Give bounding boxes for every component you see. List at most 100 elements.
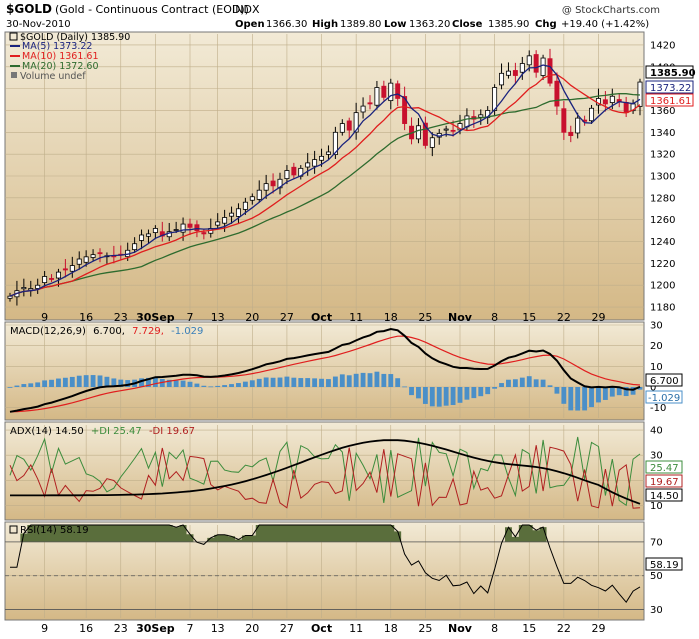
macd-histogram-bar bbox=[21, 384, 27, 387]
candle-up bbox=[312, 159, 318, 167]
candle-up bbox=[353, 112, 359, 133]
macd-histogram-bar bbox=[62, 377, 68, 387]
rsi-line bbox=[10, 524, 641, 604]
macd-histogram-bar bbox=[249, 380, 255, 387]
macd-panel bbox=[4, 321, 645, 421]
macd-histogram-bar bbox=[28, 383, 34, 387]
macd-hist-value: -1.029 bbox=[171, 326, 203, 337]
candle-up bbox=[83, 256, 89, 263]
price-close-badge-box bbox=[645, 65, 694, 79]
candle-up bbox=[499, 72, 505, 86]
x-tick-label: Nov bbox=[448, 622, 473, 635]
candle-down bbox=[270, 180, 276, 187]
y-tick-label: 10 bbox=[650, 362, 663, 373]
y-tick-label: 50 bbox=[650, 571, 663, 582]
candle-up bbox=[139, 234, 145, 241]
macd-histogram-bar bbox=[547, 385, 553, 387]
macd-histogram-bar bbox=[111, 378, 117, 387]
price-ma5-badge-box bbox=[645, 80, 694, 94]
macd-histogram-bar bbox=[49, 379, 54, 387]
macd-histogram-bar bbox=[381, 373, 387, 387]
candle-up bbox=[145, 233, 151, 237]
macd-histogram-bar bbox=[270, 377, 276, 387]
macd-signal-value: 7.729, bbox=[132, 326, 164, 337]
candle-up bbox=[256, 189, 262, 200]
macd-histogram-bar bbox=[360, 372, 366, 387]
candle-down bbox=[561, 108, 567, 133]
candle-down bbox=[346, 120, 352, 131]
macd-histogram-bar bbox=[409, 387, 414, 396]
macd-histogram-bar bbox=[319, 378, 324, 387]
volume-legend-icon bbox=[11, 72, 17, 78]
macd-histogram-bar bbox=[104, 376, 110, 387]
macd-histogram-bar bbox=[450, 387, 456, 406]
macd-histogram-bar bbox=[422, 387, 428, 404]
candle-up bbox=[332, 131, 338, 155]
candle-up bbox=[69, 265, 75, 272]
macd-legend-value: 6.700, bbox=[93, 326, 125, 337]
macd-badge: 6.700 bbox=[650, 376, 679, 387]
macd-histogram-bar bbox=[118, 379, 124, 387]
x-tick-label: 9 bbox=[41, 311, 48, 324]
macd-histogram-bar bbox=[568, 387, 574, 411]
y-tick-label: 1340 bbox=[650, 128, 675, 139]
macd-histogram-bar bbox=[229, 384, 234, 387]
macd-histogram-bar bbox=[242, 381, 248, 387]
high-label: High bbox=[312, 19, 338, 30]
candle-down bbox=[450, 129, 456, 132]
price-close-badge: 1385.90 bbox=[650, 68, 696, 79]
candle-up bbox=[305, 162, 311, 168]
x-tick-label: 16 bbox=[79, 311, 93, 324]
ma20-legend-label: MA(20) 1372.60 bbox=[22, 61, 99, 72]
x-tick-label: Nov bbox=[448, 311, 473, 324]
macd-histogram-bar bbox=[236, 383, 241, 387]
candle-up bbox=[132, 243, 138, 251]
adx-panel bbox=[4, 421, 645, 521]
macd-histogram-bar bbox=[457, 387, 463, 403]
y-tick-label: 10 bbox=[650, 501, 663, 512]
plot-layer bbox=[5, 48, 644, 610]
adx-line bbox=[10, 439, 641, 505]
adx-badge-box bbox=[645, 488, 683, 502]
candle-up bbox=[28, 288, 34, 291]
symbol-description: (Gold - Continuous Contract (EOD)) bbox=[55, 3, 249, 16]
macd-histogram-bar bbox=[35, 382, 41, 387]
candle-up bbox=[443, 128, 449, 131]
macd-histogram-bar bbox=[222, 385, 228, 387]
candle-up bbox=[360, 105, 366, 113]
ohlc-readout: Open 1366.30 High 1389.80 Low 1363.20 Cl… bbox=[235, 19, 649, 30]
macd-histogram-bar bbox=[609, 387, 615, 397]
x-tick-label: 27 bbox=[280, 311, 294, 324]
price-ma5-badge: 1373.22 bbox=[650, 83, 691, 94]
macd-histogram-bar bbox=[492, 387, 498, 389]
x-tick-label: 13 bbox=[211, 622, 225, 635]
adx-legend-label: ADX(14) 14.50 bbox=[10, 426, 84, 437]
candle-down bbox=[602, 99, 608, 105]
candle-down bbox=[512, 70, 518, 76]
y-tick-label: 1200 bbox=[650, 281, 675, 292]
x-tick-label: 29 bbox=[591, 622, 605, 635]
chg-label: Chg bbox=[535, 19, 557, 30]
x-tick-label: 7 bbox=[187, 622, 194, 635]
x-tick-label: 22 bbox=[557, 622, 571, 635]
candle-down bbox=[533, 54, 539, 73]
macd-histogram-bar bbox=[326, 379, 331, 387]
macd-histogram-bar bbox=[464, 387, 470, 400]
candle-legend-icon bbox=[9, 32, 18, 41]
macd-histogram-bar bbox=[187, 381, 193, 387]
price-legend-label: $GOLD (Daily) 1385.90 bbox=[20, 32, 130, 43]
value-badges: 1385.90 1373.22 1361.61 6.700 -1.029 25.… bbox=[645, 65, 696, 571]
macd-histogram-bar bbox=[519, 377, 525, 387]
candle-up bbox=[90, 254, 96, 258]
macd-histogram-bar bbox=[630, 387, 636, 395]
macd-histogram-bar bbox=[277, 377, 283, 387]
pdi-line bbox=[9, 436, 641, 507]
rsi-overbought-fill bbox=[20, 525, 547, 542]
macd-histogram-bar bbox=[97, 375, 103, 387]
chg-value: +19.40 (+1.42%) bbox=[561, 19, 649, 30]
candle-up bbox=[319, 155, 325, 161]
y-tick-label: 20 bbox=[650, 341, 663, 352]
candle-up bbox=[7, 295, 13, 299]
candle-up bbox=[55, 271, 61, 279]
macd-histogram-bar bbox=[152, 377, 158, 387]
